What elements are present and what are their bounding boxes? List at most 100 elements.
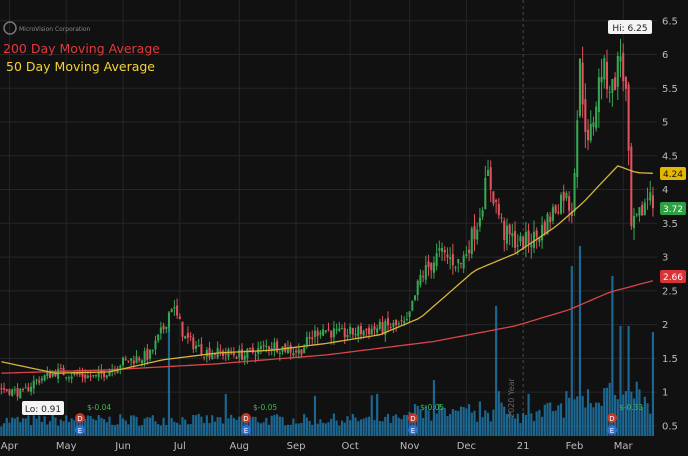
earnings-e-icon[interactable]	[408, 425, 418, 435]
volume-bar	[497, 391, 500, 436]
volume-bar	[340, 420, 344, 436]
candle-body	[443, 250, 446, 253]
ma50-line	[1, 165, 653, 374]
volume-bar	[427, 410, 430, 436]
volume-bar	[162, 417, 165, 436]
volume-bar	[473, 410, 476, 436]
year-marker-label: 2020 Year	[507, 377, 516, 418]
volume-bar	[378, 421, 381, 436]
volume-bar	[367, 416, 371, 436]
candle-body	[254, 354, 257, 356]
candle-body	[292, 352, 295, 356]
volume-bar	[132, 415, 135, 436]
volume-bar	[16, 416, 19, 436]
volume-bar	[354, 417, 357, 436]
volume-bar	[454, 410, 457, 436]
volume-bar	[530, 413, 533, 436]
candle-body	[568, 196, 571, 211]
candle-body	[557, 211, 560, 213]
candle-body	[500, 217, 503, 219]
dividend-d-icon[interactable]	[241, 413, 251, 423]
volume-bar	[113, 425, 116, 436]
candle-body	[508, 224, 511, 235]
volume-bar	[330, 418, 333, 436]
dividend-d-icon[interactable]	[408, 413, 418, 423]
candle-body	[16, 387, 19, 397]
volume-bar	[395, 414, 398, 436]
candle-body	[603, 58, 606, 80]
volume-bar	[100, 417, 103, 436]
x-tick-label: Aug	[230, 441, 250, 452]
candle-body	[635, 214, 638, 216]
candle-body	[511, 233, 514, 237]
candle-body	[649, 192, 652, 201]
volume-bar	[300, 422, 303, 436]
earnings-e-icon[interactable]	[75, 425, 85, 435]
grid-layer	[0, 0, 657, 436]
x-tick-label: Jul	[173, 441, 186, 452]
volume-bar	[265, 417, 268, 436]
candle-body	[140, 360, 143, 364]
volume-bar	[130, 415, 133, 436]
volume-bar	[495, 306, 498, 436]
candle-body	[546, 214, 549, 235]
candle-body	[505, 225, 508, 244]
volume-bar	[232, 418, 235, 436]
volume-bar	[238, 416, 241, 436]
x-tick-label: Nov	[400, 441, 420, 452]
volume-bar	[251, 416, 254, 436]
volume-bar	[570, 266, 573, 436]
candle-body	[143, 351, 146, 363]
candle-body	[451, 254, 454, 266]
earnings-e-glyph: E	[610, 427, 614, 435]
candle-body	[127, 360, 130, 362]
candle-body	[138, 358, 141, 361]
volume-bar	[194, 415, 198, 436]
volume-bar	[541, 416, 544, 436]
candle-body	[11, 389, 14, 396]
dividend-d-icon[interactable]	[75, 413, 85, 423]
earnings-e-icon[interactable]	[607, 425, 617, 435]
y-tick-label: 3.5	[662, 219, 678, 230]
volume-bar	[327, 422, 330, 436]
volume-bar	[381, 421, 384, 436]
candle-body	[408, 311, 411, 317]
volume-bar	[119, 414, 122, 436]
candle-body	[354, 333, 357, 336]
earnings-e-glyph: E	[78, 427, 82, 435]
volume-bar	[276, 414, 279, 436]
volume-bar	[289, 424, 292, 436]
candle-body	[587, 129, 590, 141]
candle-body	[622, 52, 625, 82]
dividend-d-icon[interactable]	[607, 413, 617, 423]
x-tick-label: Jun	[114, 441, 131, 452]
candle-body	[295, 350, 298, 353]
volume-bar	[5, 417, 8, 436]
candle-body	[419, 275, 422, 285]
dividend-label: $-0.04	[87, 403, 111, 412]
x-tick-label: Oct	[341, 441, 358, 452]
volume-bar	[554, 410, 557, 436]
badge-last-price: 3.72	[660, 202, 686, 215]
volume-bar	[486, 412, 490, 436]
volume-bar	[308, 420, 311, 436]
candle-body	[284, 343, 287, 352]
high-callout: Hi: 6.25	[608, 20, 652, 34]
candle-body	[300, 349, 303, 355]
dividend-d-glyph: D	[609, 415, 614, 423]
candle-body	[205, 349, 208, 357]
volume-bar	[197, 413, 200, 436]
logo-mark-icon	[3, 21, 17, 35]
candle-body	[311, 337, 314, 340]
candle-body	[5, 389, 8, 391]
candle-body	[132, 360, 135, 364]
volume-bar	[611, 276, 614, 436]
candle-body	[167, 312, 171, 328]
candle-body	[327, 329, 330, 331]
candle-body	[651, 195, 654, 209]
volume-bar	[470, 412, 473, 436]
candle-body	[589, 124, 592, 141]
candle-body	[581, 62, 584, 105]
earnings-e-icon[interactable]	[241, 425, 251, 435]
candle-body	[81, 372, 84, 377]
